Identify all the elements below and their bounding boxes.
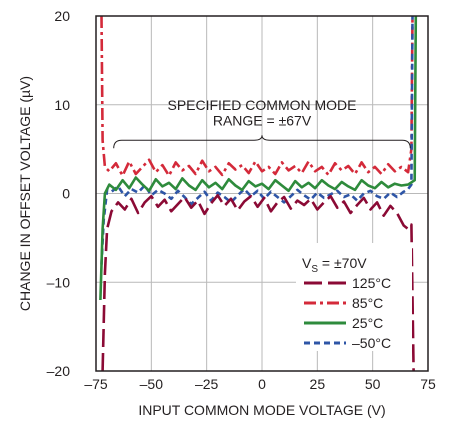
- legend-label: 125°C: [352, 275, 391, 291]
- y-tick-label: 10: [54, 97, 70, 113]
- annotation-line-2: RANGE = ±67V: [213, 113, 312, 129]
- legend-label: 25°C: [352, 315, 383, 331]
- x-tick-label: 25: [310, 376, 326, 392]
- x-tick-label: –50: [140, 376, 164, 392]
- x-tick-label: –75: [84, 376, 108, 392]
- legend: VS = ±70V 125°C85°C25°C–50°C: [296, 243, 412, 351]
- legend-label: –50°C: [352, 335, 391, 351]
- y-tick-label: 0: [62, 186, 70, 202]
- annotation-line-1: SPECIFIED COMMON MODE: [167, 97, 356, 113]
- y-tick-label: 20: [54, 8, 70, 24]
- x-tick-label: 0: [258, 376, 266, 392]
- x-axis-label: INPUT COMMON MODE VOLTAGE (V): [138, 402, 385, 418]
- legend-label: 85°C: [352, 295, 383, 311]
- x-tick-label: 50: [365, 376, 381, 392]
- y-tick-label: –10: [47, 274, 71, 290]
- legend-title-rest: = ±70V: [318, 255, 367, 271]
- x-tick-label: –25: [195, 376, 219, 392]
- y-tick-label: –20: [47, 363, 71, 379]
- x-tick-label: 75: [420, 376, 436, 392]
- y-axis-label: CHANGE IN OFFSET VOLTAGE (µV): [17, 76, 33, 311]
